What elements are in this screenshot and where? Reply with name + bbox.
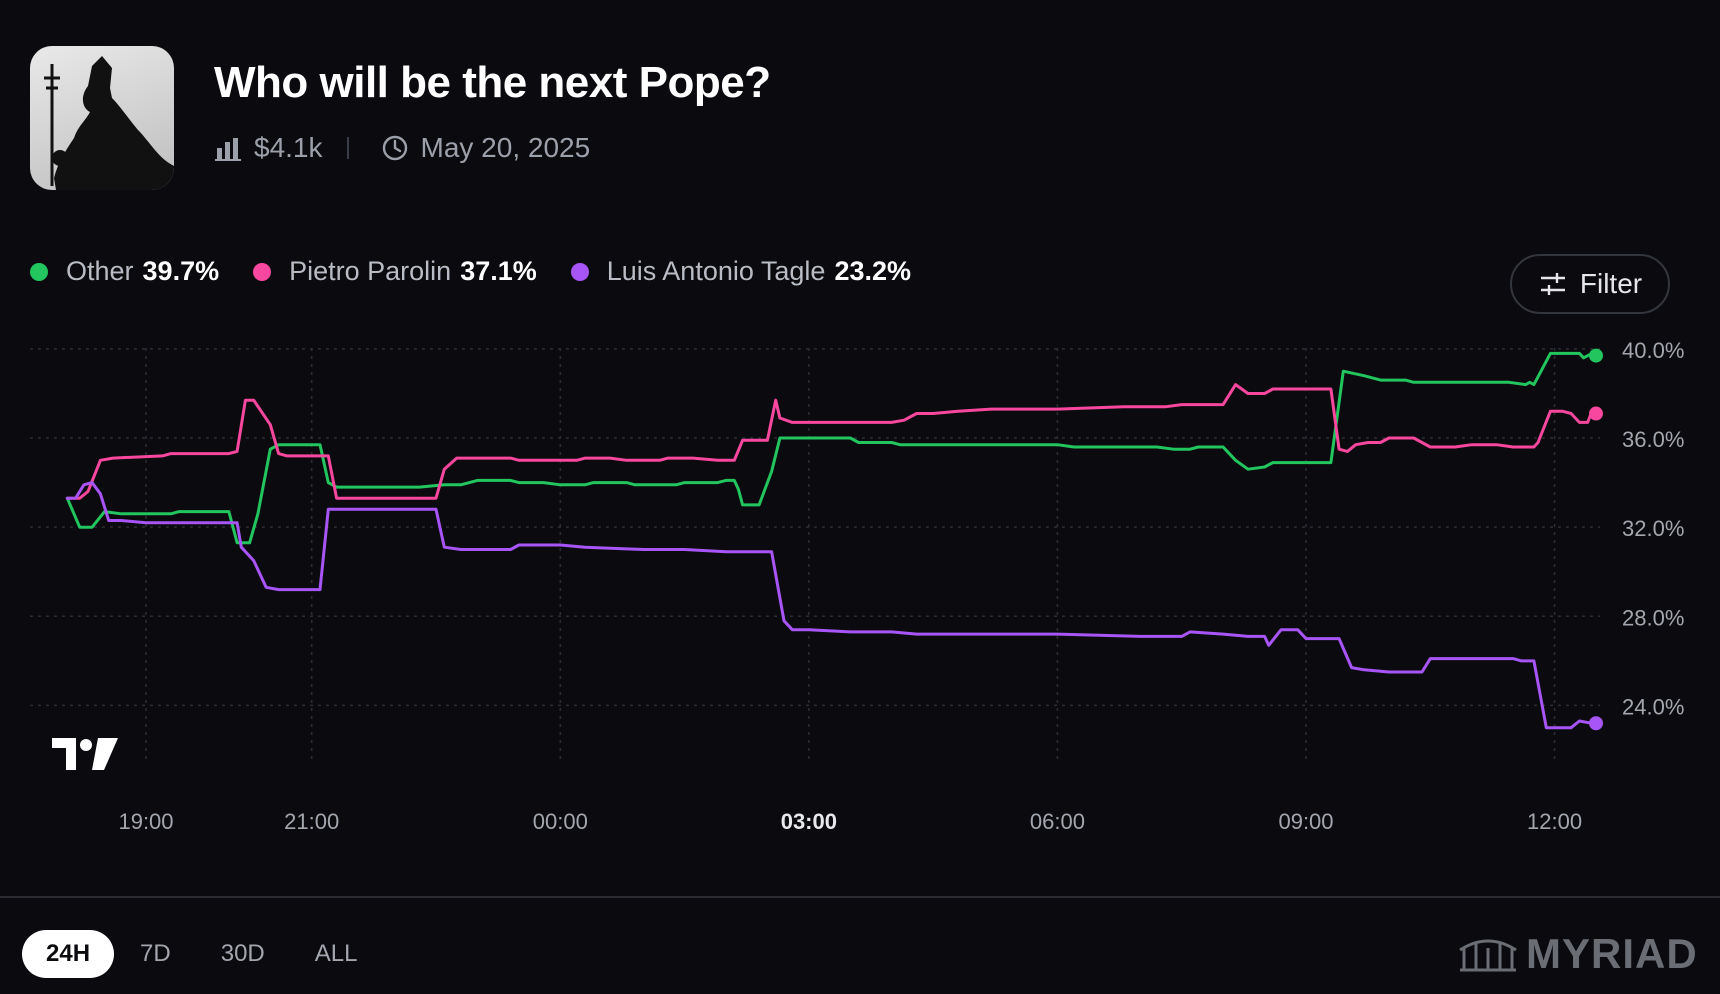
x-tick-label: 00:00 xyxy=(533,809,588,834)
x-tick-label: 06:00 xyxy=(1030,809,1085,834)
range-tab-24h[interactable]: 24H xyxy=(22,930,115,978)
series-line-other xyxy=(65,351,1598,545)
series-line-pietro-parolin xyxy=(65,383,1598,500)
sliders-icon xyxy=(1538,269,1568,299)
chart-grid xyxy=(30,348,1600,760)
pope-silhouette-icon xyxy=(30,46,174,190)
series-end-point xyxy=(1589,406,1603,421)
y-tick-label: 40.0% xyxy=(1622,338,1684,363)
legend-dot xyxy=(253,262,272,281)
meta-separator xyxy=(346,137,349,159)
market-end-date: May 20, 2025 xyxy=(420,132,591,163)
legend-name: Pietro Parolin xyxy=(289,256,452,286)
x-tick-label: 09:00 xyxy=(1278,809,1333,834)
legend-dot xyxy=(570,262,589,281)
legend-value: 39.7% xyxy=(142,256,220,286)
chart-series xyxy=(65,348,1603,731)
clock-icon xyxy=(381,134,409,162)
y-tick-label: 28.0% xyxy=(1622,605,1684,630)
myriad-logo: MYRIAD xyxy=(1458,930,1698,978)
y-axis: 24.0% 28.0% 32.0% 36.0% 40.0% xyxy=(1622,338,1684,720)
chart-legend: Other 39.7% Pietro Parolin 37.1% Luis An… xyxy=(30,256,945,287)
bar-chart-icon xyxy=(214,134,242,162)
legend-value: 23.2% xyxy=(834,256,911,286)
market-header: Who will be the next Pope? $4.1k May 20,… xyxy=(30,46,771,190)
series-end-point xyxy=(1589,716,1603,731)
x-tick-label: 19:00 xyxy=(118,809,173,834)
y-tick-label: 36.0% xyxy=(1622,427,1684,452)
legend-name: Luis Antonio Tagle xyxy=(606,256,826,286)
series-line-luis-antonio-tagle xyxy=(65,481,1598,730)
tradingview-logo-icon[interactable] xyxy=(50,736,120,777)
legend-dot xyxy=(30,262,48,281)
range-tab-all[interactable]: ALL xyxy=(314,940,358,967)
market-title: Who will be the next Pope? xyxy=(214,58,771,107)
legend-name: Other xyxy=(66,256,134,286)
price-chart[interactable]: 24.0% 28.0% 32.0% 36.0% 40.0% 19:00 21:00 00:0… xyxy=(0,330,1720,870)
filter-button[interactable]: Filter xyxy=(1510,254,1670,314)
x-tick-label: 12:00 xyxy=(1527,809,1582,834)
x-axis: 19:00 21:00 00:00 03:00 06:00 09:00 12:00 xyxy=(118,809,1582,834)
y-tick-label: 24.0% xyxy=(1622,694,1684,719)
y-tick-label: 32.0% xyxy=(1622,516,1684,541)
legend-item-pietro-parolin[interactable]: Pietro Parolin 37.1% xyxy=(253,256,537,287)
market-volume: $4.1k xyxy=(254,132,323,163)
bridge-icon xyxy=(1458,934,1518,974)
time-range-tabs: 24H 7D 30D ALL xyxy=(22,930,383,978)
legend-item-other[interactable]: Other 39.7% xyxy=(30,256,219,287)
range-tab-7d[interactable]: 7D xyxy=(140,940,171,967)
x-tick-label: 21:00 xyxy=(284,809,339,834)
footer-divider xyxy=(0,896,1720,898)
range-tab-30d[interactable]: 30D xyxy=(220,940,265,967)
filter-label: Filter xyxy=(1579,268,1643,299)
legend-item-luis-antonio-tagle[interactable]: Luis Antonio Tagle 23.2% xyxy=(570,256,911,287)
x-tick-label: 03:00 xyxy=(781,809,837,834)
brand-name: MYRIAD xyxy=(1526,930,1698,977)
legend-value: 37.1% xyxy=(460,256,537,286)
series-end-point xyxy=(1589,348,1603,363)
